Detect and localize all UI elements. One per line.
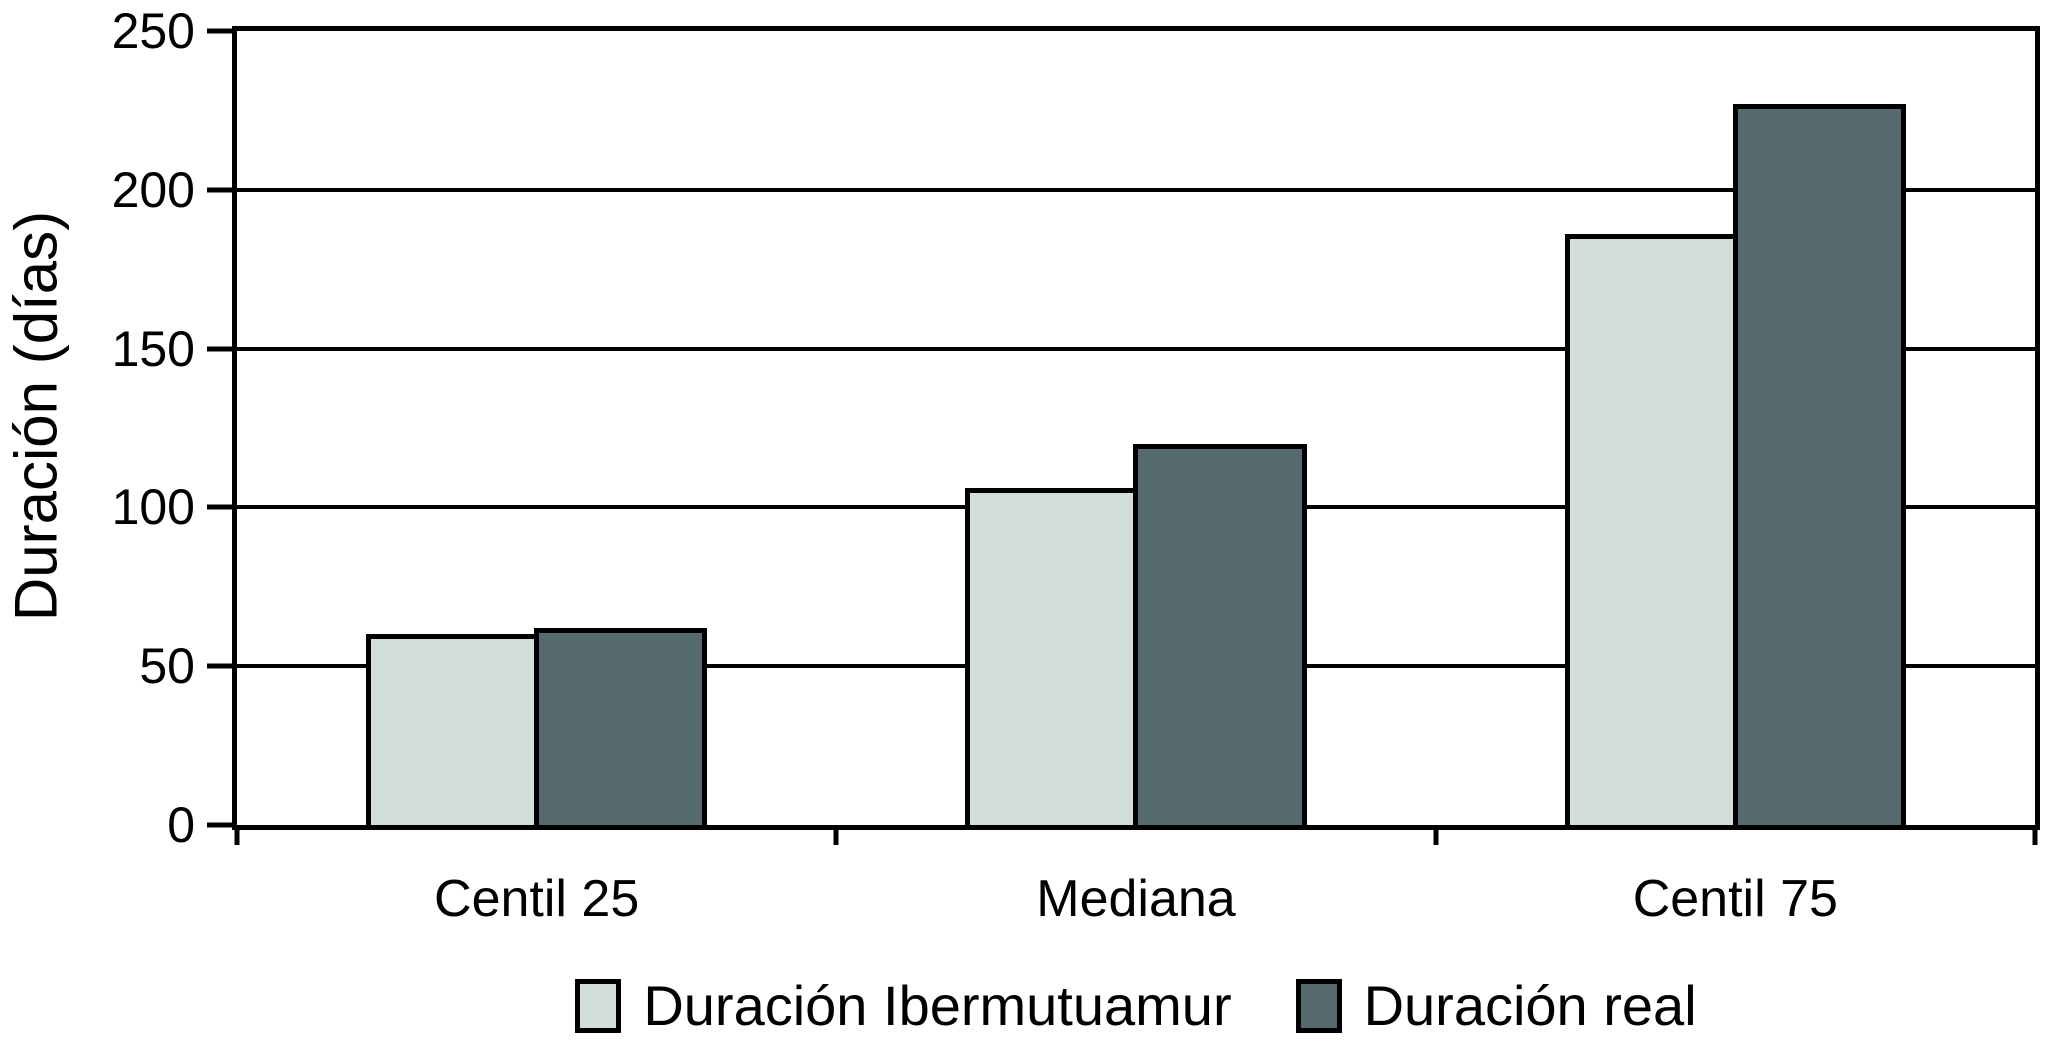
y-tick-mark-50 [207,663,232,669]
gridline-200 [237,187,2035,192]
y-tick-mark-250 [207,28,232,34]
y-tick-mark-0 [207,822,232,828]
bars-layer [237,31,2035,825]
bar-duración-ibermutuamur-centil-25 [365,634,540,825]
y-tick-label-50: 50 [139,638,195,695]
x-tick-mark-2 [1433,825,1439,845]
bar-duración-real-mediana [1133,443,1307,825]
x-tick-mark-1 [833,825,839,845]
y-axis-title: Duración (días) [2,210,70,622]
y-tick-label-150: 150 [111,320,195,377]
plot-area: 0 50 100 150 200 250 Centil 25 Mediana Centil 7… [112,6,2040,928]
gridline-150 [237,346,2035,351]
y-tick-label-0: 0 [167,797,195,853]
bar-duración-ibermutuamur-mediana [965,488,1139,825]
bar-duración-real-centil-75 [1732,104,1907,825]
legend-item-duración-ibermutuamur: Duración Ibermutuamur [575,974,1232,1037]
bar-group-centil-75 [1436,31,2035,825]
y-tick-label-100: 100 [111,479,195,536]
legend-item-duración-real: Duración real [1295,974,1697,1037]
legend-swatch-icon [575,979,622,1033]
bar-duración-real-centil-25 [534,628,708,825]
category-label-mediana: Mediana [1036,870,1236,928]
bar-duración-ibermutuamur-centil-75 [1564,234,1738,825]
y-tick-mark-150 [207,346,232,352]
y-tick-label-200: 200 [111,161,195,218]
bar-group-centil-25 [237,31,836,825]
x-tick-mark-0 [234,825,240,845]
y-tick-mark-100 [207,504,232,510]
x-tick-mark-3 [2032,825,2038,845]
legend-label: Duración Ibermutuamur [643,974,1232,1037]
bar-group-mediana [836,31,1435,825]
category-label-centil-25: Centil 25 [434,870,640,928]
legend: Duración Ibermutuamur Duración real [232,978,2040,1034]
y-tick-label-250: 250 [111,3,195,59]
legend-swatch-icon [1295,979,1342,1033]
category-label-centil-75: Centil 75 [1632,870,1838,928]
y-tick-mark-200 [207,187,232,193]
legend-label: Duración real [1363,974,1697,1037]
